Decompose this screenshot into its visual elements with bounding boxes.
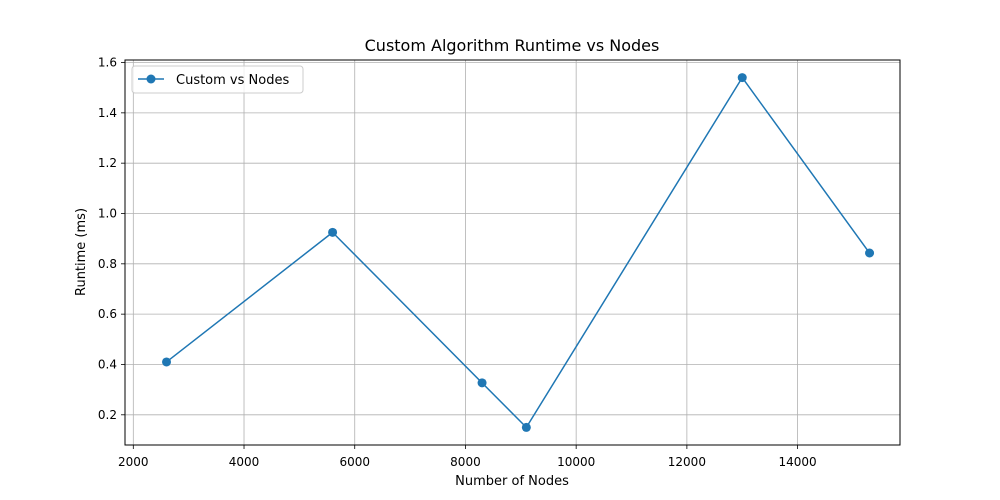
chart-title: Custom Algorithm Runtime vs Nodes	[365, 36, 660, 55]
x-tick-label: 10000	[557, 455, 595, 469]
y-axis-label: Runtime (ms)	[74, 208, 89, 296]
y-tick-label: 1.4	[98, 106, 117, 120]
ticks: 2000 4000 6000 8000 10000 12000 14000 0.2 0.4 0.6…	[98, 56, 817, 469]
y-tick-label: 0.4	[98, 357, 117, 371]
series-layer	[162, 73, 875, 432]
y-tick-label: 1.6	[98, 56, 117, 70]
y-tick-label: 0.8	[98, 257, 117, 271]
x-tick-label: 4000	[229, 455, 260, 469]
data-point	[477, 378, 487, 388]
series-line	[166, 76, 871, 429]
y-tick-label: 0.6	[98, 307, 117, 321]
data-point	[521, 422, 531, 432]
x-axis-label: Number of Nodes	[455, 474, 569, 489]
grid	[125, 60, 900, 445]
y-tick-label: 0.2	[98, 408, 117, 422]
legend-marker-swatch	[146, 74, 156, 84]
legend-entry-label: Custom vs Nodes	[176, 73, 289, 88]
plot-frame	[124, 59, 901, 446]
x-tick-label: 14000	[778, 455, 816, 469]
legend: Custom vs Nodes	[131, 65, 304, 94]
y-tick-label: 1.0	[98, 206, 117, 220]
x-tick-label: 8000	[450, 455, 481, 469]
x-tick-label: 2000	[118, 455, 149, 469]
data-point	[737, 73, 747, 83]
x-tick-label: 12000	[668, 455, 706, 469]
legend-box	[131, 65, 304, 94]
x-tick-label: 6000	[339, 455, 370, 469]
data-point	[162, 357, 172, 367]
y-tick-label: 1.2	[98, 156, 117, 170]
data-point	[328, 227, 338, 237]
data-point	[865, 248, 875, 258]
